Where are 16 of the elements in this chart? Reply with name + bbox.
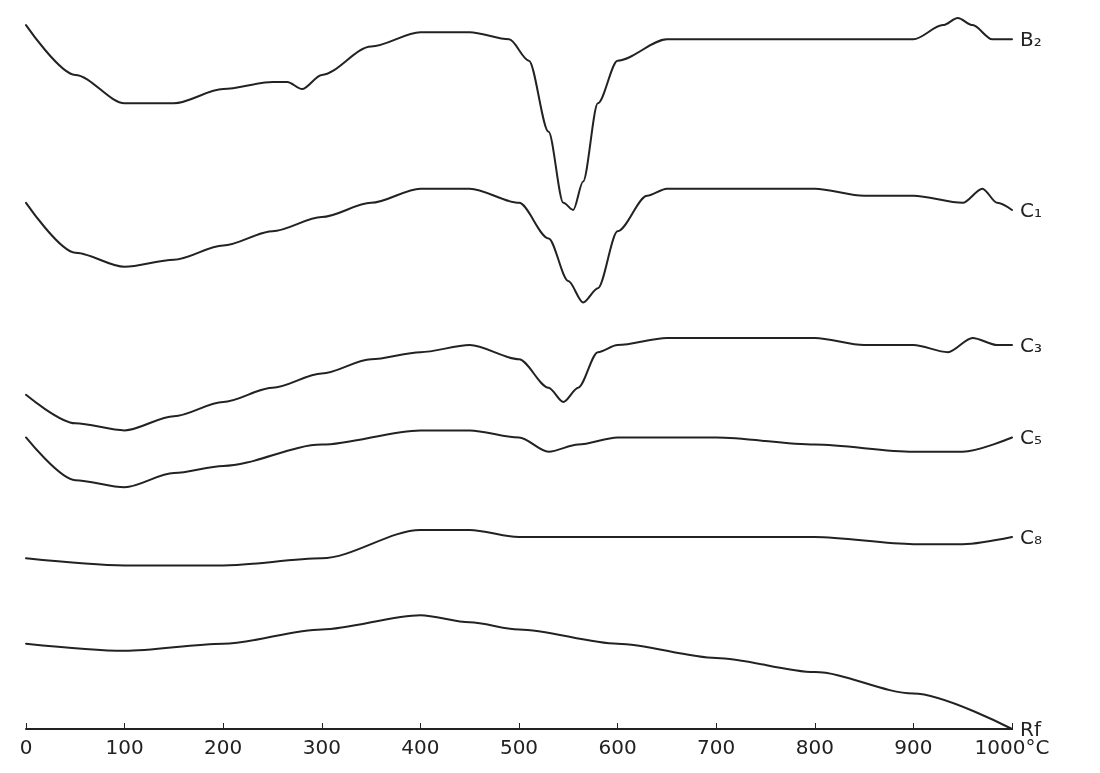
series-label: C₁: [1020, 197, 1042, 222]
x-tick-label: 1000°C: [974, 735, 1050, 759]
x-tick-label: 0: [19, 735, 33, 759]
series-label: C₅: [1020, 425, 1042, 450]
x-tick-label: 200: [204, 735, 243, 759]
x-tick-label: 100: [105, 735, 144, 759]
series-label: C₃: [1020, 333, 1042, 358]
x-tick-label: 500: [499, 735, 539, 759]
x-tick-label: 800: [795, 735, 834, 759]
series-label: B₂: [1020, 27, 1042, 52]
x-tick-label: 600: [598, 735, 637, 759]
series-label: C₈: [1020, 525, 1042, 550]
x-tick-label: 300: [302, 735, 341, 759]
x-tick-label: 700: [697, 735, 736, 759]
x-tick-label: 900: [894, 735, 933, 759]
x-tick-label: 400: [401, 735, 440, 759]
